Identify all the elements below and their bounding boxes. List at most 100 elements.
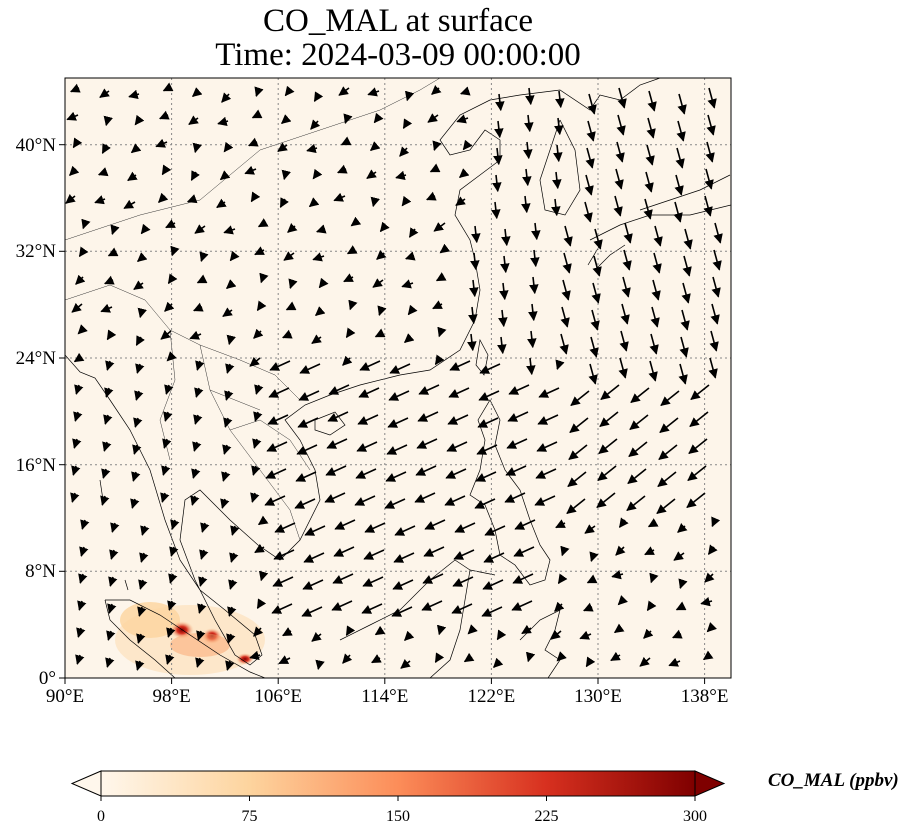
wind-arrow bbox=[109, 549, 119, 560]
wind-arrow bbox=[65, 194, 76, 204]
wind-arrow bbox=[348, 299, 358, 311]
wind-arrow bbox=[621, 276, 631, 298]
wind-arrow bbox=[253, 626, 264, 637]
wind-arrow bbox=[560, 306, 570, 328]
wind-arrow bbox=[328, 384, 350, 395]
wind-arrow bbox=[400, 659, 411, 669]
wind-arrow bbox=[66, 111, 79, 121]
wind-arrow bbox=[521, 624, 532, 635]
wind-arrow bbox=[170, 245, 180, 257]
wind-arrow bbox=[563, 225, 573, 247]
wind-arrow bbox=[451, 603, 473, 614]
wind-arrow bbox=[193, 302, 204, 312]
wind-arrow bbox=[338, 86, 350, 96]
wind-arrow bbox=[297, 417, 319, 428]
wind-arrow bbox=[484, 525, 506, 536]
wind-arrow bbox=[686, 492, 706, 509]
wind-arrow bbox=[315, 224, 327, 234]
wind-arrow bbox=[705, 141, 715, 163]
wind-arrow bbox=[225, 363, 235, 374]
wind-arrow bbox=[599, 411, 619, 428]
wind-arrow bbox=[254, 246, 265, 256]
wind-arrow bbox=[77, 324, 88, 335]
wind-arrow bbox=[674, 174, 684, 196]
wind-arrow bbox=[99, 88, 110, 98]
wind-arrow bbox=[227, 606, 237, 617]
wind-arrow bbox=[523, 141, 533, 160]
wind-arrow bbox=[526, 357, 536, 376]
wind-arrow bbox=[110, 224, 120, 236]
wind-arrow bbox=[647, 90, 657, 112]
wind-arrow bbox=[600, 384, 620, 401]
wind-arrow bbox=[492, 174, 502, 193]
wind-arrow bbox=[434, 652, 445, 664]
title-line-1: CO_MAL at surface bbox=[262, 3, 534, 39]
wind-arrow bbox=[189, 330, 202, 340]
wind-arrow bbox=[331, 600, 353, 611]
wind-arrow bbox=[198, 576, 208, 587]
wind-arrow bbox=[253, 328, 264, 339]
wind-arrow bbox=[337, 164, 348, 174]
wind-arrow bbox=[137, 307, 147, 319]
wind-arrow bbox=[617, 595, 628, 606]
wind-arrow bbox=[432, 140, 442, 152]
wind-arrow bbox=[103, 414, 113, 425]
wind-arrow bbox=[136, 633, 146, 644]
wind-arrow bbox=[312, 168, 323, 180]
wind-arrow bbox=[374, 328, 386, 338]
wind-arrow bbox=[584, 174, 594, 196]
wind-arrow bbox=[364, 522, 386, 533]
wind-arrow bbox=[130, 498, 140, 509]
wind-arrow bbox=[703, 195, 713, 217]
wind-arrow bbox=[521, 195, 531, 214]
wind-arrow bbox=[103, 115, 113, 127]
wind-arrow bbox=[362, 576, 384, 587]
wind-arrow bbox=[401, 279, 414, 289]
wind-arrow bbox=[690, 384, 710, 401]
wind-arrow bbox=[301, 606, 323, 617]
wind-arrow bbox=[308, 197, 320, 208]
wind-arrow bbox=[394, 525, 416, 536]
wind-arrow bbox=[614, 168, 624, 190]
wind-arrow bbox=[395, 170, 407, 181]
wind-arrow bbox=[102, 441, 112, 452]
wind-arrow bbox=[160, 492, 170, 503]
wind-arrow bbox=[554, 601, 565, 612]
wind-arrow bbox=[343, 113, 353, 125]
wind-arrow bbox=[358, 387, 380, 398]
wind-arrow bbox=[226, 334, 236, 346]
wind-arrow bbox=[404, 630, 415, 641]
wind-arrow bbox=[620, 303, 630, 325]
wind-arrow bbox=[272, 576, 294, 587]
wind-arrow bbox=[265, 468, 287, 479]
wind-arrow bbox=[408, 227, 419, 238]
wind-arrow bbox=[72, 438, 82, 449]
wind-arrow bbox=[220, 498, 230, 509]
wind-arrow bbox=[191, 468, 201, 479]
wind-arrow bbox=[570, 390, 590, 407]
wind-arrow bbox=[266, 441, 288, 452]
wind-arrow bbox=[70, 492, 80, 503]
wind-arrow bbox=[555, 90, 565, 109]
wind-arrow bbox=[244, 165, 257, 175]
wind-arrow bbox=[474, 498, 496, 509]
wind-arrow bbox=[281, 169, 291, 181]
wind-arrow bbox=[454, 522, 476, 533]
wind-arrow bbox=[226, 633, 236, 644]
wind-arrow bbox=[282, 627, 293, 637]
wind-arrow bbox=[588, 363, 598, 385]
wind-arrow bbox=[627, 468, 647, 485]
wind-arrow bbox=[668, 657, 681, 667]
wind-arrow bbox=[94, 195, 106, 205]
wind-arrow bbox=[101, 143, 111, 154]
wind-arrow bbox=[522, 168, 532, 187]
wind-arrow bbox=[589, 551, 599, 563]
wind-arrow bbox=[418, 384, 440, 395]
wind-arrow bbox=[253, 411, 263, 422]
wind-arrow bbox=[219, 170, 231, 181]
wind-arrow bbox=[675, 601, 687, 611]
wind-arrow bbox=[561, 279, 571, 301]
wind-arrow bbox=[677, 522, 688, 533]
wind-arrow bbox=[78, 573, 88, 584]
